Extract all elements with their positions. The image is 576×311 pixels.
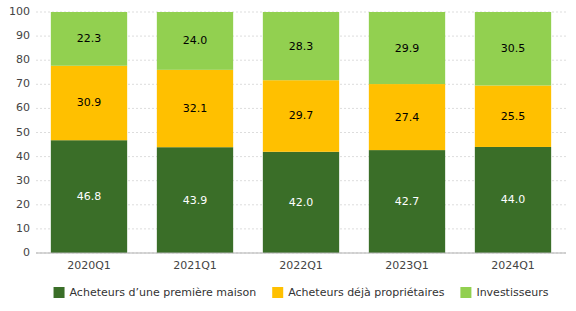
data-label: 42.7 [395, 195, 420, 208]
data-label: 27.4 [395, 111, 420, 124]
data-label: 30.5 [501, 42, 526, 55]
data-label: 22.3 [77, 32, 102, 45]
bar-segment [263, 12, 339, 80]
y-tick-label: 20 [16, 198, 30, 211]
x-tick-label: 2020Q1 [67, 259, 111, 272]
y-tick-label: 90 [16, 29, 30, 42]
grid [36, 12, 566, 253]
legend-swatch [272, 287, 283, 298]
bar-segment [475, 147, 551, 253]
legend-swatch [54, 287, 65, 298]
y-tick-label: 0 [23, 246, 30, 259]
legend-item: Investisseurs [460, 286, 548, 299]
x-tick-label: 2021Q1 [173, 259, 217, 272]
data-labels: 46.8 30.9 22.3 43.9 32.1 24.0 42.0 29.7 28.3 42.7… [77, 32, 526, 209]
data-label: 44.0 [501, 193, 526, 206]
bar-segment [369, 150, 445, 253]
data-label: 24.0 [183, 34, 208, 47]
legend-item: Acheteurs déjà propriétaires [272, 286, 444, 299]
x-tick-label: 2024Q1 [491, 259, 535, 272]
chart: 0 10 20 30 40 50 60 70 80 90 100 46.8 30.9 22.3 43.9 32… [0, 0, 576, 311]
legend-label: Acheteurs d’une première maison [70, 286, 257, 299]
data-label: 30.9 [77, 96, 102, 109]
bar-segment [51, 12, 127, 66]
y-tick-label: 40 [16, 150, 30, 163]
bars [51, 12, 551, 253]
data-label: 29.7 [289, 109, 314, 122]
y-tick-label: 100 [9, 5, 30, 18]
data-label: 46.8 [77, 190, 102, 203]
bar-segment [263, 152, 339, 253]
bar-segment [263, 80, 339, 152]
data-label: 32.1 [183, 102, 208, 115]
bar-segment [51, 140, 127, 253]
data-label: 42.0 [289, 196, 314, 209]
legend: Acheteurs d’une première maison Acheteurs… [54, 286, 549, 299]
x-tick-label: 2022Q1 [279, 259, 323, 272]
data-label: 25.5 [501, 110, 526, 123]
data-label: 29.9 [395, 42, 420, 55]
bar-segment [51, 66, 127, 140]
y-tick-label: 80 [16, 53, 30, 66]
y-tick-label: 50 [16, 126, 30, 139]
data-label: 28.3 [289, 40, 314, 53]
bar-segment [369, 12, 445, 84]
bar-segment [157, 147, 233, 253]
grid-line [36, 253, 566, 254]
bar-segment [369, 84, 445, 150]
legend-label: Investisseurs [476, 286, 548, 299]
y-tick-label: 30 [16, 174, 30, 187]
bar-segment [475, 12, 551, 86]
y-tick-label: 70 [16, 77, 30, 90]
x-tick-label: 2023Q1 [385, 259, 429, 272]
y-tick-label: 60 [16, 101, 30, 114]
bar-segment [157, 70, 233, 147]
x-axis-line [36, 253, 566, 254]
legend-swatch [460, 287, 471, 298]
legend-label: Acheteurs déjà propriétaires [288, 286, 444, 299]
bar-segment [475, 86, 551, 147]
y-tick-label: 10 [16, 222, 30, 235]
legend-item: Acheteurs d’une première maison [54, 286, 257, 299]
bar-segment [157, 12, 233, 70]
data-label: 43.9 [183, 194, 208, 207]
